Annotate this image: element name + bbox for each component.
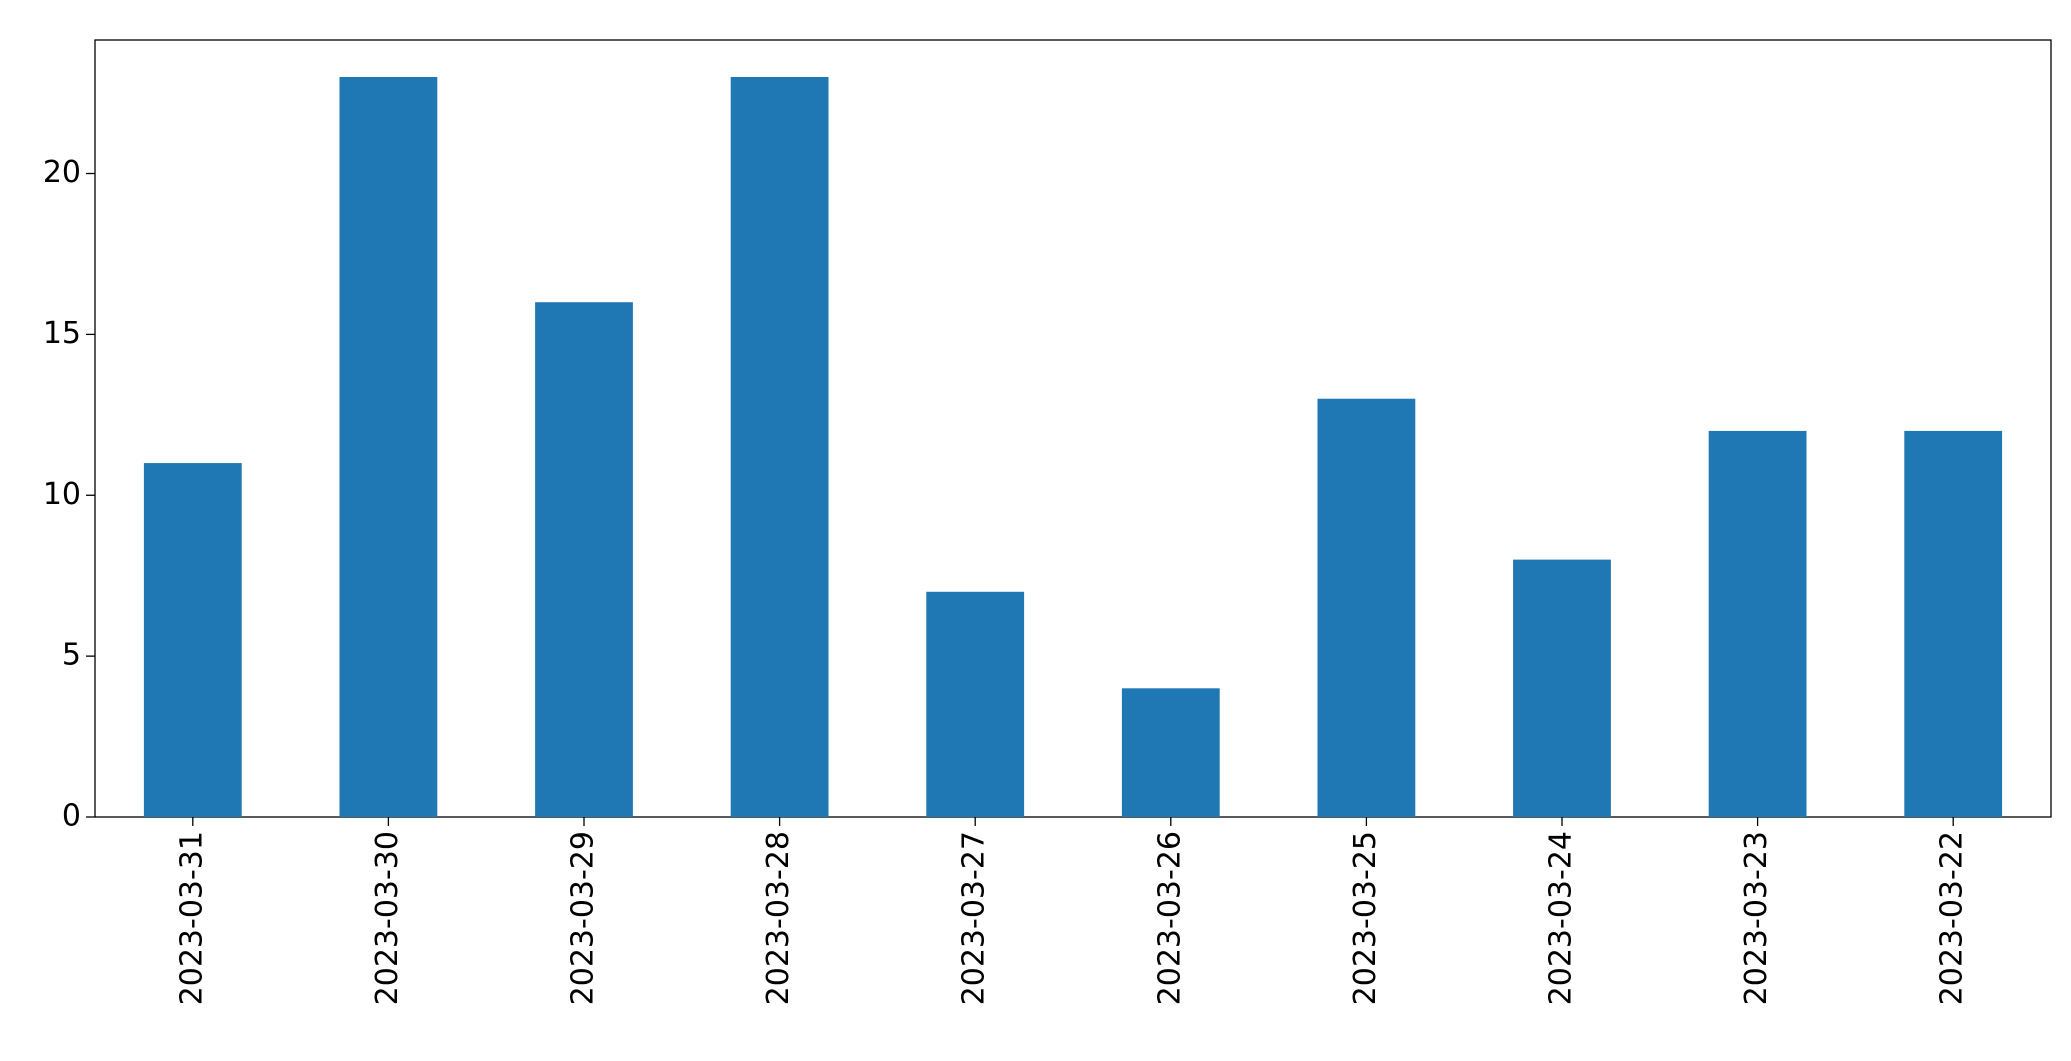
y-tick-label: 5 — [62, 638, 81, 673]
bar — [1513, 559, 1611, 817]
y-tick-label: 15 — [43, 316, 81, 351]
x-tick-label: 2023-03-31 — [174, 831, 209, 1005]
x-tick-label: 2023-03-28 — [761, 831, 796, 1005]
x-tick-label: 2023-03-25 — [1348, 831, 1383, 1005]
bar — [926, 591, 1025, 817]
bar — [1904, 430, 2003, 817]
bar — [535, 302, 633, 817]
x-tick-label: 2023-03-23 — [1739, 831, 1774, 1005]
bar — [1317, 398, 1416, 817]
bar — [1121, 688, 1220, 817]
x-tick-label: 2023-03-24 — [1544, 831, 1579, 1005]
bar — [143, 463, 242, 817]
bar — [730, 77, 829, 817]
y-tick-label: 20 — [43, 155, 81, 190]
x-tick-label: 2023-03-27 — [957, 831, 992, 1005]
x-tick-label: 2023-03-26 — [1152, 831, 1187, 1005]
bar — [339, 77, 438, 817]
bar — [1708, 430, 1807, 817]
x-tick-label: 2023-03-22 — [1935, 831, 1970, 1005]
y-tick-label: 10 — [43, 477, 81, 512]
x-tick-label: 2023-03-29 — [566, 831, 601, 1005]
y-tick-label: 0 — [62, 799, 81, 834]
plot-frame — [94, 39, 2052, 818]
x-tick-label: 2023-03-30 — [370, 831, 405, 1005]
